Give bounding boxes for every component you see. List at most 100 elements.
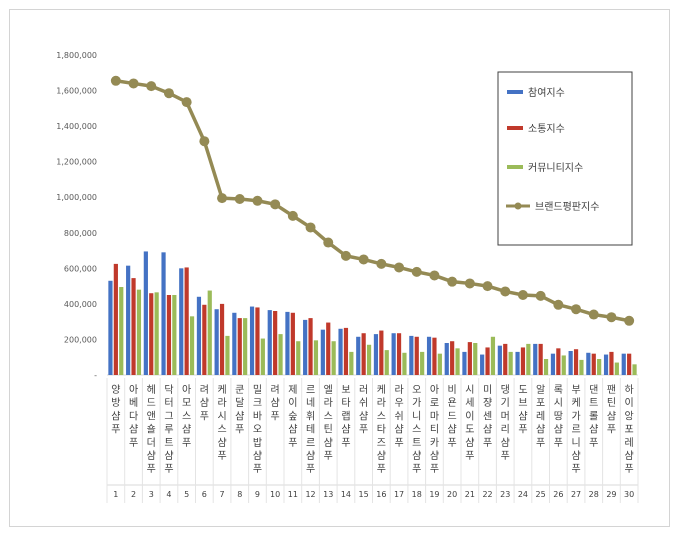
bar-1-10	[267, 310, 272, 375]
bar-3-23	[508, 351, 513, 375]
bar-3-4	[172, 295, 177, 375]
bar-3-5	[189, 316, 195, 375]
legend-marker	[514, 202, 522, 210]
bar-2-9	[255, 307, 260, 375]
category-number-label: 5	[184, 490, 189, 499]
category-number-label: 29	[606, 490, 616, 499]
bar-3-30	[632, 364, 637, 375]
bar-3-19	[437, 353, 442, 375]
bar-3-16	[384, 350, 389, 375]
line-point-11	[287, 210, 298, 221]
bar-1-29	[603, 354, 609, 375]
category-number-label: 2	[131, 490, 136, 499]
bar-2-5	[184, 267, 189, 375]
bar-2-27	[573, 349, 579, 375]
bar-2-29	[609, 351, 614, 375]
bar-2-1	[113, 263, 118, 375]
bar-3-29	[614, 362, 619, 375]
bar-2-22	[485, 347, 490, 375]
line-point-30	[624, 315, 635, 326]
line-point-25	[535, 290, 546, 301]
bar-2-6	[202, 304, 207, 375]
category-number-label: 22	[482, 490, 492, 499]
bar-2-21	[467, 342, 472, 375]
line-point-5	[181, 97, 192, 108]
category-number-label: 23	[500, 490, 510, 499]
bar-2-18	[414, 336, 419, 375]
y-tick-label: 600,000	[64, 264, 97, 273]
bar-1-9	[249, 306, 255, 375]
category-number-label: 15	[359, 490, 369, 499]
bar-3-15	[366, 344, 372, 375]
bar-3-13	[331, 341, 336, 375]
bar-1-11	[285, 311, 290, 375]
category-number-label: 11	[288, 490, 298, 499]
line-point-20	[447, 276, 458, 287]
category-number-label: 9	[255, 490, 260, 499]
y-tick-label: 400,000	[64, 300, 97, 309]
bar-3-7	[225, 335, 230, 375]
bar-2-14	[343, 327, 349, 375]
bar-3-11	[296, 341, 301, 375]
line-point-1	[110, 75, 121, 86]
y-tick-label: 1,400,000	[56, 122, 97, 131]
bar-1-3	[143, 251, 148, 375]
line-point-14	[340, 250, 351, 261]
bar-3-25	[543, 359, 549, 375]
bar-2-15	[361, 333, 366, 375]
bar-3-26	[561, 355, 566, 375]
bar-3-22	[490, 336, 496, 375]
bar-1-19	[426, 336, 432, 375]
line-point-27	[571, 304, 582, 315]
category-number-label: 26	[553, 490, 563, 499]
category-number-label: 8	[237, 490, 242, 499]
line-point-12	[305, 222, 316, 233]
bar-2-10	[273, 311, 278, 375]
category-number-label: 12	[305, 490, 315, 499]
bar-2-24	[520, 347, 526, 375]
bar-3-14	[349, 351, 354, 375]
category-number-label: 7	[220, 490, 225, 499]
bar-2-16	[379, 330, 384, 375]
legend-label-2: 소통지수	[528, 123, 565, 135]
line-layer	[110, 75, 635, 326]
bar-1-23	[497, 345, 502, 375]
bar-1-1	[108, 280, 113, 375]
category-number-label: 6	[202, 490, 207, 499]
line-point-18	[411, 266, 422, 277]
bar-1-13	[320, 329, 325, 375]
category-number-label: 14	[341, 490, 351, 499]
line-point-3	[146, 81, 157, 92]
bar-2-12	[308, 318, 313, 375]
bar-1-16	[373, 334, 379, 375]
line-point-2	[128, 78, 139, 89]
bar-1-2	[126, 265, 131, 375]
category-number-label: 24	[518, 490, 528, 499]
bar-2-2	[131, 278, 136, 375]
bar-3-6	[207, 290, 212, 375]
category-number-label: 28	[589, 490, 599, 499]
legend-swatch-3	[507, 165, 523, 169]
category-number-label: 16	[376, 490, 386, 499]
bar-3-10	[278, 334, 283, 375]
line-point-22	[482, 281, 493, 292]
bar-2-25	[538, 343, 543, 375]
category-labels: 양 방 샴 푸 1 아 베 다 샴 푸 2 헤 드 앤 숄 더 샴 푸 3 닥 터 그 루 트 샴 푸 4 아 모 스 샴 푸 5 려 샴 푸 6 케 라 시…	[106, 378, 639, 503]
